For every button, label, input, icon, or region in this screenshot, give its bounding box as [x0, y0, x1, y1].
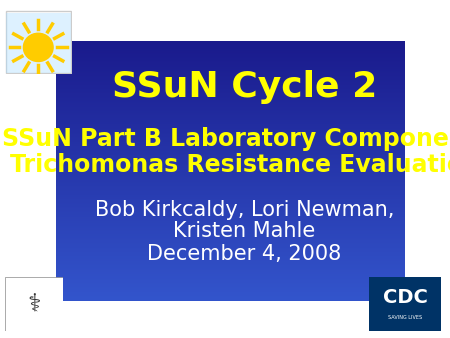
- Text: SSuN Part B Laboratory Component:: SSuN Part B Laboratory Component:: [2, 127, 450, 151]
- FancyBboxPatch shape: [369, 277, 441, 331]
- Text: ⚕: ⚕: [27, 292, 40, 316]
- Text: December 4, 2008: December 4, 2008: [148, 244, 342, 264]
- FancyBboxPatch shape: [4, 277, 63, 331]
- FancyBboxPatch shape: [6, 11, 71, 73]
- Text: Bob Kirkcaldy, Lori Newman,: Bob Kirkcaldy, Lori Newman,: [95, 200, 394, 220]
- Circle shape: [23, 33, 53, 62]
- Text: SSuN Cycle 2: SSuN Cycle 2: [112, 70, 377, 104]
- Text: CDC: CDC: [382, 288, 428, 307]
- Text: Kristen Mahle: Kristen Mahle: [173, 221, 316, 241]
- FancyBboxPatch shape: [6, 13, 71, 73]
- Text: Trichomonas Resistance Evaluation: Trichomonas Resistance Evaluation: [9, 153, 450, 177]
- Text: SAVING LIVES: SAVING LIVES: [388, 315, 422, 320]
